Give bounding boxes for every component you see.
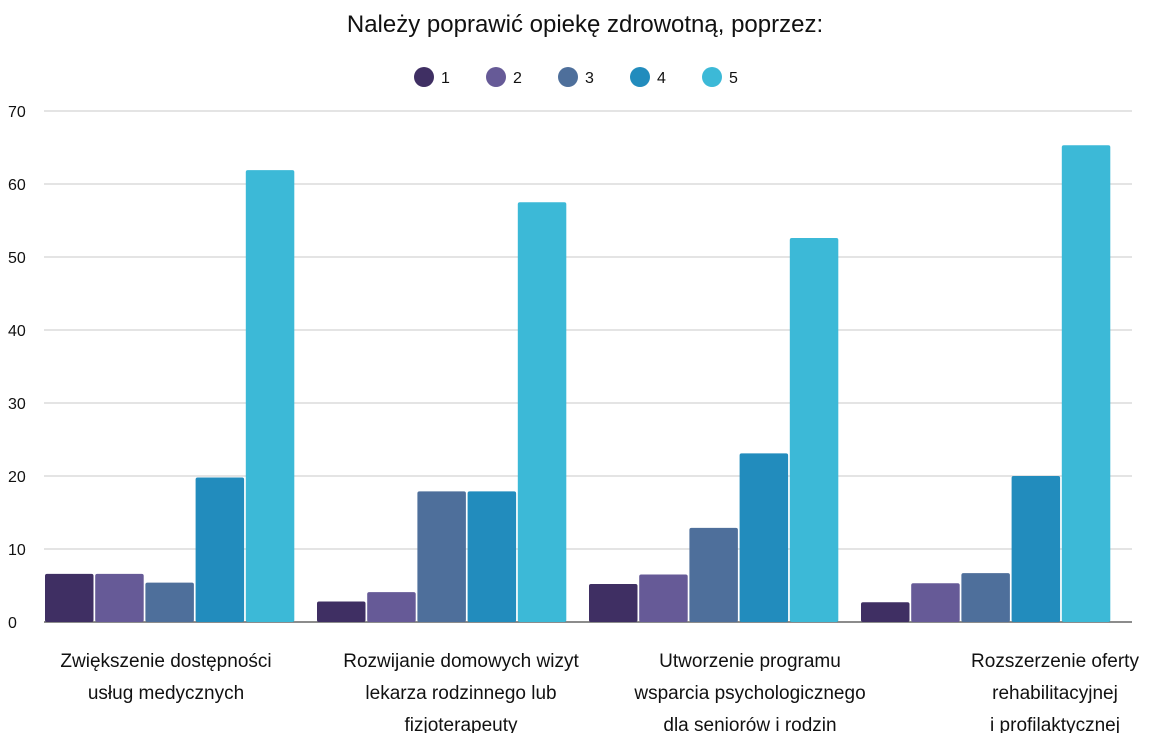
y-tick-label: 30	[8, 396, 26, 413]
x-category-label-line: dla seniorów i rodzin	[663, 715, 836, 733]
x-category-label-line: fizjoterapeuty	[404, 715, 518, 733]
legend-label: 2	[513, 70, 522, 87]
legend-label: 3	[585, 70, 594, 87]
bar-series-4-cat-4	[1011, 476, 1061, 622]
x-category-label-line: Utworzenie programu	[659, 651, 841, 672]
x-category-label: Rozszerzenie oferty rehabilitacyjnej i pro…	[971, 651, 1139, 736]
bar-series-4-cat-2	[467, 491, 517, 622]
legend-item-4: 4	[630, 67, 666, 87]
legend-swatch	[486, 67, 506, 87]
bars	[45, 145, 1111, 622]
bar-series-5-cat-4	[1061, 145, 1111, 622]
x-category-label-line: Rozszerzenie oferty	[971, 651, 1139, 672]
x-category-label: Zwiększenie dostępności usług medycznych	[60, 651, 271, 704]
legend-label: 5	[729, 70, 738, 87]
x-category-label-line: lekarza rodzinnego lub	[365, 683, 556, 704]
y-tick-label: 50	[8, 250, 26, 267]
bar-series-5-cat-2	[517, 202, 567, 622]
legend-swatch	[702, 67, 722, 87]
bar-series-5-cat-3	[789, 238, 839, 622]
legend-item-5: 5	[702, 67, 738, 87]
legend-label: 1	[441, 70, 450, 87]
x-category-label: Utworzenie programu wsparcia psychologicz…	[633, 651, 865, 736]
bar-series-1-cat-4	[861, 602, 910, 622]
bar-series-1-cat-2	[317, 601, 366, 622]
x-category-label: Rozwijanie domowych wizyt lekarza rodzinn…	[343, 651, 579, 736]
legend-swatch	[558, 67, 578, 87]
bar-series-2-cat-4	[911, 583, 960, 622]
chart-title: Należy poprawić opiekę zdrowotną, poprze…	[347, 11, 823, 38]
bar-series-1-cat-3	[589, 584, 638, 622]
x-category-label-line: rehabilitacyjnej	[992, 683, 1118, 704]
legend-item-3: 3	[558, 67, 594, 87]
y-tick-label: 40	[8, 323, 26, 340]
bar-series-4-cat-1	[195, 477, 245, 622]
y-tick-label: 20	[8, 469, 26, 486]
y-tick-label: 0	[8, 615, 17, 632]
bar-series-4-cat-3	[739, 453, 789, 622]
x-category-label-line: usług medycznych	[88, 683, 244, 704]
y-axis: 0 10 20 30 40 50 60 70	[8, 104, 26, 632]
y-tick-label: 10	[8, 542, 26, 559]
x-category-label-line: Rozwijanie domowych wizyt	[343, 651, 579, 672]
y-tick-label: 70	[8, 104, 26, 121]
chart-legend: 1 2 3 4 5	[414, 67, 738, 87]
legend-item-1: 1	[414, 67, 450, 87]
legend-label: 4	[657, 70, 666, 87]
y-tick-label: 60	[8, 177, 26, 194]
bar-series-2-cat-2	[367, 592, 416, 622]
legend-item-2: 2	[486, 67, 522, 87]
x-category-label-line: i profilaktycznej	[990, 715, 1120, 733]
legend-swatch	[630, 67, 650, 87]
bar-series-2-cat-3	[639, 574, 688, 622]
bar-series-2-cat-1	[95, 573, 144, 622]
bar-series-3-cat-3	[689, 527, 738, 622]
bar-series-5-cat-1	[245, 170, 295, 622]
bar-series-3-cat-2	[417, 491, 466, 622]
x-category-label-line: wsparcia psychologicznego	[633, 683, 865, 704]
x-axis: Zwiększenie dostępności usług medycznych R…	[60, 651, 1139, 736]
bar-series-3-cat-1	[145, 582, 194, 622]
legend-swatch	[414, 67, 434, 87]
x-category-label-line: Zwiększenie dostępności	[60, 651, 271, 672]
bar-series-1-cat-1	[45, 573, 94, 622]
bar-series-3-cat-4	[961, 573, 1010, 622]
